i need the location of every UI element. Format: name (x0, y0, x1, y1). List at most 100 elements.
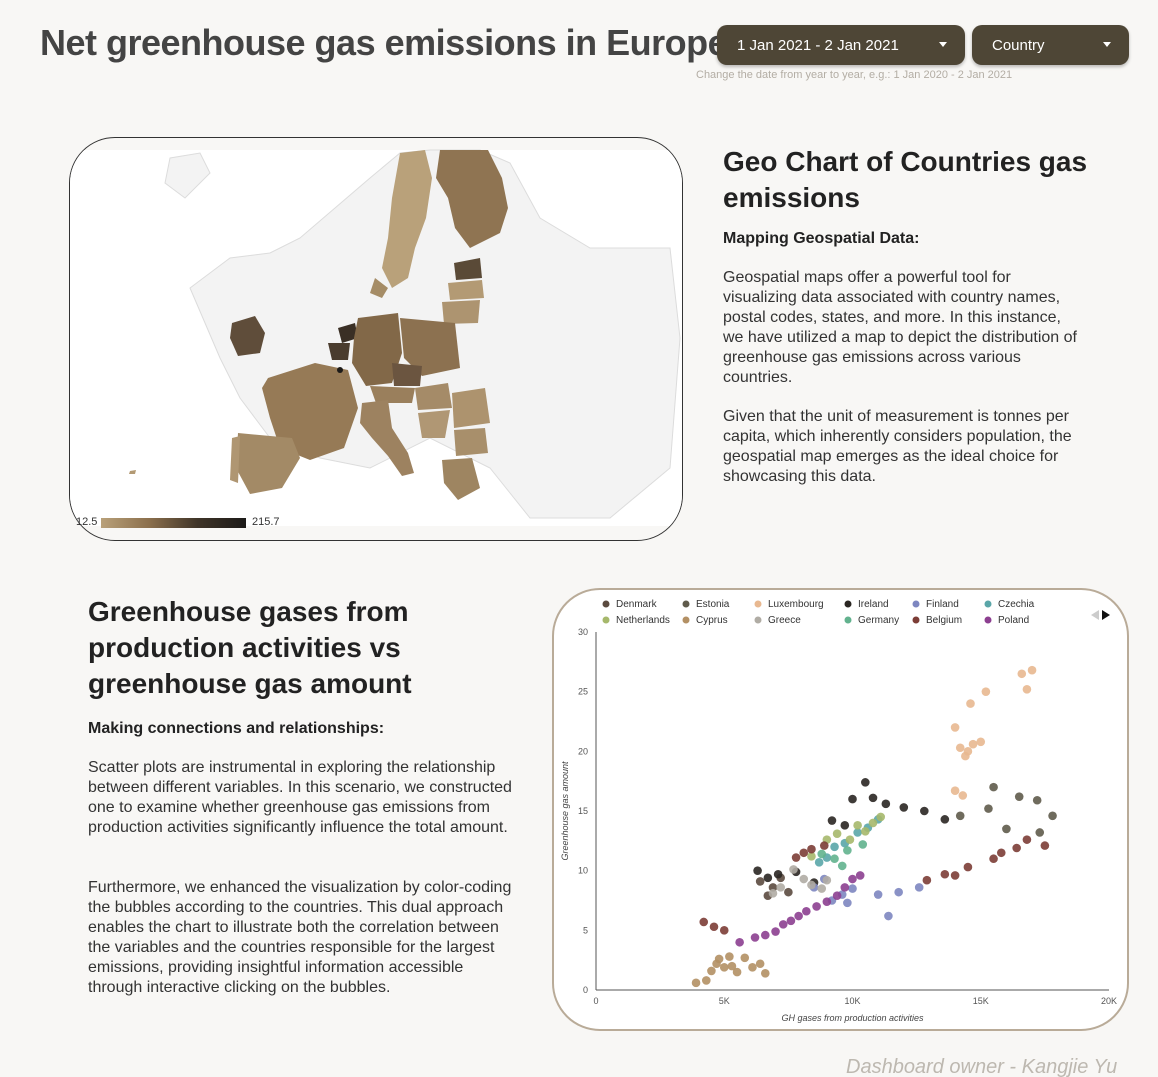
map-italy[interactable] (360, 400, 414, 476)
map-estonia[interactable] (454, 258, 482, 280)
data-point[interactable] (940, 869, 950, 879)
data-point[interactable] (881, 799, 891, 809)
data-point[interactable] (976, 737, 986, 747)
map-finland[interactable] (436, 150, 508, 248)
data-point[interactable] (760, 930, 770, 940)
data-point[interactable] (873, 890, 883, 899)
data-point[interactable] (807, 852, 816, 861)
map-spain[interactable] (236, 433, 300, 494)
data-point[interactable] (822, 897, 832, 906)
data-point[interactable] (709, 922, 719, 932)
data-point[interactable] (1032, 795, 1042, 805)
data-point[interactable] (855, 871, 865, 880)
data-point[interactable] (840, 883, 850, 892)
data-point[interactable] (848, 874, 857, 884)
map-lithuania[interactable] (442, 300, 480, 324)
data-point[interactable] (922, 875, 932, 885)
data-point[interactable] (814, 858, 824, 867)
data-point[interactable] (776, 883, 785, 892)
scatter-chart[interactable]: 0 5 10 15 20 25 30 0 5K 10K 15K 20K GH gases from pr… (554, 590, 1127, 1029)
data-point[interactable] (812, 902, 821, 911)
data-point[interactable] (719, 963, 729, 972)
data-point[interactable] (740, 953, 750, 963)
data-point[interactable] (827, 816, 837, 825)
scatter-chart-card[interactable]: 0 5 10 15 20 25 30 0 5K 10K 15K 20K GH gases from pr… (552, 588, 1129, 1031)
data-point[interactable] (868, 793, 878, 803)
data-point[interactable] (955, 743, 965, 753)
data-point[interactable] (755, 959, 765, 969)
data-point[interactable] (799, 874, 809, 884)
data-point[interactable] (1014, 792, 1024, 801)
map-cyprus[interactable] (129, 470, 136, 474)
map-luxembourg[interactable] (337, 367, 343, 373)
data-point[interactable] (848, 884, 857, 893)
data-point[interactable] (822, 875, 832, 885)
data-point[interactable] (778, 920, 788, 929)
data-point[interactable] (989, 854, 998, 864)
data-point[interactable] (701, 976, 711, 985)
data-point[interactable] (707, 966, 716, 976)
data-point[interactable] (832, 891, 842, 901)
data-point[interactable] (691, 978, 701, 988)
data-point[interactable] (845, 835, 855, 844)
data-point[interactable] (1002, 824, 1011, 834)
data-point[interactable] (940, 815, 950, 824)
map-bulgaria[interactable] (454, 428, 488, 456)
data-point[interactable] (876, 812, 886, 822)
data-point[interactable] (802, 906, 811, 916)
map-greece[interactable] (442, 458, 480, 500)
data-point[interactable] (950, 871, 960, 880)
data-point[interactable] (784, 887, 793, 897)
data-point[interactable] (1017, 669, 1027, 679)
map-sweden[interactable] (382, 150, 432, 288)
data-point[interactable] (920, 806, 929, 816)
data-point[interactable] (996, 848, 1006, 858)
data-point[interactable] (1048, 811, 1057, 821)
data-point[interactable] (807, 844, 816, 854)
data-point[interactable] (807, 880, 816, 890)
data-point[interactable] (1027, 665, 1037, 675)
data-point[interactable] (843, 846, 852, 855)
data-point[interactable] (840, 821, 850, 830)
map-portugal[interactable] (230, 436, 240, 483)
data-point[interactable] (1022, 835, 1032, 844)
data-point[interactable] (732, 967, 742, 977)
data-point[interactable] (714, 954, 724, 964)
data-point[interactable] (899, 803, 909, 812)
data-point[interactable] (868, 818, 878, 828)
data-point[interactable] (817, 849, 827, 859)
map-denmark[interactable] (370, 278, 388, 298)
map-belgium[interactable] (328, 343, 350, 360)
data-point[interactable] (750, 933, 760, 942)
data-point[interactable] (963, 747, 973, 756)
data-point[interactable] (768, 889, 778, 898)
data-point[interactable] (989, 782, 998, 792)
map-latvia[interactable] (448, 280, 484, 300)
data-point[interactable] (950, 723, 960, 732)
data-point[interactable] (1035, 828, 1045, 837)
geo-map-card[interactable] (69, 137, 683, 541)
data-point[interactable] (984, 804, 993, 813)
data-point[interactable] (799, 848, 809, 858)
data-point[interactable] (1022, 684, 1032, 694)
map-france[interactable] (262, 363, 358, 460)
data-point[interactable] (955, 811, 965, 821)
data-point[interactable] (760, 968, 770, 978)
data-point[interactable] (699, 917, 709, 927)
data-point[interactable] (950, 786, 960, 796)
data-point[interactable] (963, 862, 973, 872)
data-point[interactable] (861, 826, 870, 836)
data-point[interactable] (735, 937, 744, 947)
data-point[interactable] (794, 911, 803, 921)
data-point[interactable] (853, 821, 862, 830)
data-point[interactable] (1012, 843, 1021, 853)
country-dropdown[interactable]: Country (972, 25, 1129, 65)
data-point[interactable] (789, 865, 798, 874)
data-point[interactable] (958, 791, 968, 800)
data-point[interactable] (755, 877, 765, 886)
data-point[interactable] (768, 883, 778, 892)
data-point[interactable] (884, 911, 893, 921)
data-point[interactable] (914, 883, 924, 892)
map-hungary[interactable] (415, 383, 452, 410)
data-point[interactable] (817, 884, 827, 893)
